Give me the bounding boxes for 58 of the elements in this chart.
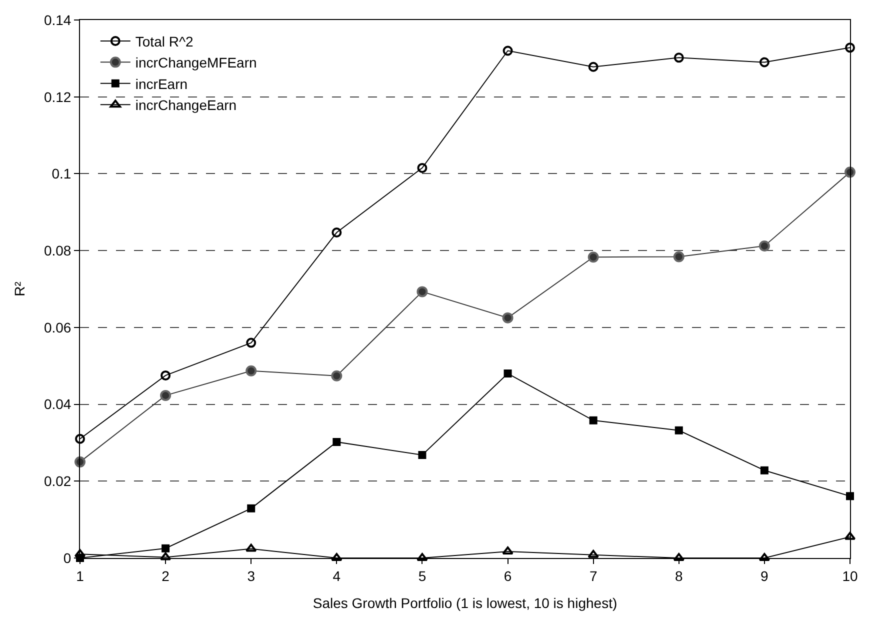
point <box>673 251 684 262</box>
point <box>760 466 768 474</box>
point <box>759 57 770 68</box>
y-tick-label: 0.04 <box>44 396 72 412</box>
x-tick-label: 6 <box>504 568 512 584</box>
y-tick-label: 0 <box>63 550 72 566</box>
point <box>74 456 86 468</box>
x-tick-label: 10 <box>842 568 858 584</box>
point <box>504 370 512 378</box>
legend-label: incrChangeEarn <box>135 97 237 114</box>
y-axis-title: R² <box>12 281 28 296</box>
point <box>589 416 598 424</box>
x-tick-label: 3 <box>247 568 256 584</box>
point <box>247 504 256 512</box>
point <box>245 544 257 552</box>
point <box>331 370 342 382</box>
point <box>758 240 770 252</box>
x-tick-label: 1 <box>76 568 84 584</box>
point <box>502 46 513 56</box>
point <box>588 550 599 558</box>
point <box>332 438 341 446</box>
y-tick-label: 0.02 <box>44 473 72 490</box>
y-tick-label: 0.1 <box>52 166 72 182</box>
legend-label: incrChangeMFEarn <box>135 54 257 71</box>
point <box>160 370 171 380</box>
point <box>502 546 514 554</box>
point <box>845 42 855 53</box>
x-tick-label: 9 <box>760 568 769 584</box>
y-tick-label: 0.14 <box>44 12 72 28</box>
point <box>162 544 170 552</box>
x-tick-label: 2 <box>162 568 170 584</box>
y-tick-label: 0.06 <box>44 319 72 336</box>
x-tick-label: 8 <box>674 568 683 584</box>
legend-label: incrEarn <box>135 76 188 92</box>
point <box>416 286 428 298</box>
point <box>332 228 342 238</box>
legend-label: Total R^2 <box>135 33 194 50</box>
point <box>246 338 256 348</box>
x-tick-label: 4 <box>332 568 341 584</box>
x-axis-title: Sales Growth Portfolio (1 is lowest, 10 is highest) <box>312 595 618 612</box>
x-tick-label: 7 <box>589 568 598 584</box>
point <box>246 365 257 376</box>
point <box>588 252 599 263</box>
point <box>75 434 85 444</box>
point <box>844 166 856 178</box>
point <box>418 451 426 460</box>
point <box>160 552 172 560</box>
point <box>588 62 598 72</box>
point <box>844 532 856 540</box>
y-tick-label: 0.12 <box>44 88 72 105</box>
point <box>674 52 684 63</box>
point <box>160 390 172 401</box>
y-tick-label: 0.08 <box>44 242 72 258</box>
point <box>674 426 683 434</box>
x-tick-label: 5 <box>418 568 426 584</box>
point <box>417 162 428 173</box>
point <box>846 492 854 500</box>
point <box>502 312 514 324</box>
